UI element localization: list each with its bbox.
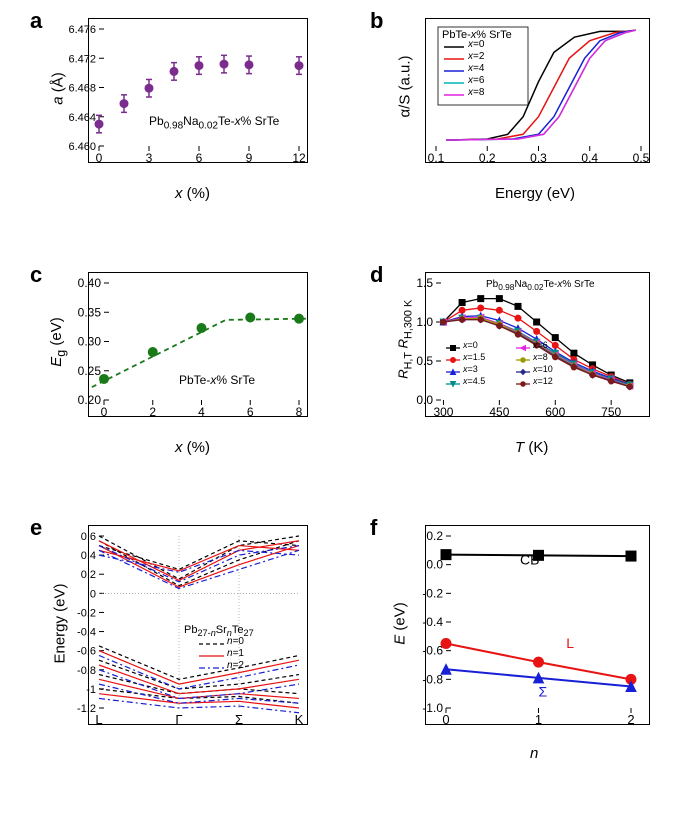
panel-a-label: a xyxy=(30,8,42,34)
ylabel-c: Eg (eV) xyxy=(48,312,68,372)
panel-f-label: f xyxy=(370,515,377,541)
ylabel-f: E (eV) xyxy=(392,584,409,664)
chart-d: 3004506007500.00.51.01.5Pb0.98Na0.02Te-x… xyxy=(425,272,650,417)
svg-text:6: 6 xyxy=(247,405,254,419)
chart-f: 012-1.0-0.8-0.6-0.4-0.20.00.2CBLΣ xyxy=(425,525,650,725)
xlabel-c: x (%) xyxy=(175,439,210,456)
svg-text:6.468: 6.468 xyxy=(68,83,96,95)
svg-text:0.40: 0.40 xyxy=(78,276,102,290)
svg-text:12: 12 xyxy=(292,151,306,165)
svg-text:1: 1 xyxy=(535,712,542,727)
svg-text:1.5: 1.5 xyxy=(416,276,433,290)
svg-text:K: K xyxy=(295,712,304,727)
xlabel-d: T (K) xyxy=(515,439,548,456)
ylabel-b: α/S (a.u.) xyxy=(397,42,414,132)
svg-text:600: 600 xyxy=(545,405,565,419)
svg-text:300: 300 xyxy=(433,405,453,419)
svg-text:0.5: 0.5 xyxy=(416,354,433,368)
ylabel-d: RH,T RH,300 K xyxy=(396,279,415,399)
svg-text:0.6: 0.6 xyxy=(81,531,96,543)
xlabel-f: n xyxy=(530,745,538,762)
svg-text:0.4: 0.4 xyxy=(81,550,96,562)
svg-text:2: 2 xyxy=(149,405,156,419)
svg-text:-0.6: -0.6 xyxy=(422,644,443,658)
svg-text:0.2: 0.2 xyxy=(81,569,96,581)
svg-text:Σ: Σ xyxy=(235,712,243,727)
svg-text:-1: -1 xyxy=(86,684,96,696)
svg-text:0.3: 0.3 xyxy=(530,151,547,165)
svg-text:CB: CB xyxy=(520,552,539,568)
svg-text:Γ: Γ xyxy=(175,712,182,727)
ylabel-a: a (Å) xyxy=(50,59,67,119)
chart-a: 0369126.4606.4646.4686.4726.476Pb0.98Na0… xyxy=(88,18,308,163)
svg-text:3: 3 xyxy=(146,151,153,165)
xlabel-b: Energy (eV) xyxy=(495,185,575,202)
panel-c-label: c xyxy=(30,262,42,288)
panel-b-label: b xyxy=(370,8,383,34)
svg-text:Σ: Σ xyxy=(539,684,548,700)
chart-c: 024680.200.250.300.350.40PbTe-x% SrTe xyxy=(88,272,308,417)
svg-text:0.5: 0.5 xyxy=(633,151,650,165)
svg-text:1.0: 1.0 xyxy=(416,315,433,329)
svg-text:L: L xyxy=(95,712,102,727)
svg-text:-1.2: -1.2 xyxy=(77,703,96,715)
panel-d-label: d xyxy=(370,262,383,288)
svg-text:4: 4 xyxy=(198,405,205,419)
svg-text:8: 8 xyxy=(296,405,303,419)
svg-text:0.30: 0.30 xyxy=(78,335,102,349)
svg-text:-0.8: -0.8 xyxy=(77,665,96,677)
svg-text:6: 6 xyxy=(196,151,203,165)
svg-text:0.0: 0.0 xyxy=(416,393,433,407)
svg-text:0: 0 xyxy=(101,405,108,419)
xlabel-a: x (%) xyxy=(175,185,210,202)
svg-text:-0.2: -0.2 xyxy=(77,607,96,619)
svg-text:2: 2 xyxy=(627,712,634,727)
svg-text:-0.4: -0.4 xyxy=(77,627,96,639)
svg-text:750: 750 xyxy=(601,405,621,419)
svg-text:0.25: 0.25 xyxy=(78,364,102,378)
svg-text:9: 9 xyxy=(246,151,253,165)
svg-text:0: 0 xyxy=(442,712,449,727)
svg-text:L: L xyxy=(566,635,574,651)
svg-text:0.2: 0.2 xyxy=(426,529,443,543)
svg-text:0: 0 xyxy=(96,151,103,165)
svg-text:6.472: 6.472 xyxy=(68,53,96,65)
svg-text:0.2: 0.2 xyxy=(479,151,496,165)
ylabel-e: Energy (eV) xyxy=(52,574,69,674)
chart-e: -1.2-1-0.8-0.6-0.4-0.200.20.40.6LΓΣKPb27… xyxy=(88,525,308,725)
svg-text:0.35: 0.35 xyxy=(78,305,102,319)
chart-b: 0.10.20.30.40.5PbTe-x% SrTex=0x=2x=4x=6x… xyxy=(425,18,650,163)
svg-text:0.4: 0.4 xyxy=(581,151,598,165)
panel-e-label: e xyxy=(30,515,42,541)
svg-text:-0.4: -0.4 xyxy=(422,615,443,629)
svg-text:-1.0: -1.0 xyxy=(422,701,443,715)
svg-text:6.476: 6.476 xyxy=(68,24,96,36)
svg-text:6.464: 6.464 xyxy=(68,112,96,124)
svg-text:-0.2: -0.2 xyxy=(422,586,443,600)
svg-text:-0.8: -0.8 xyxy=(422,672,443,686)
svg-text:0.1: 0.1 xyxy=(428,151,445,165)
svg-text:6.460: 6.460 xyxy=(68,141,96,153)
svg-text:450: 450 xyxy=(489,405,509,419)
svg-text:0: 0 xyxy=(90,588,96,600)
svg-text:0.20: 0.20 xyxy=(78,393,102,407)
svg-text:-0.6: -0.6 xyxy=(77,646,96,658)
